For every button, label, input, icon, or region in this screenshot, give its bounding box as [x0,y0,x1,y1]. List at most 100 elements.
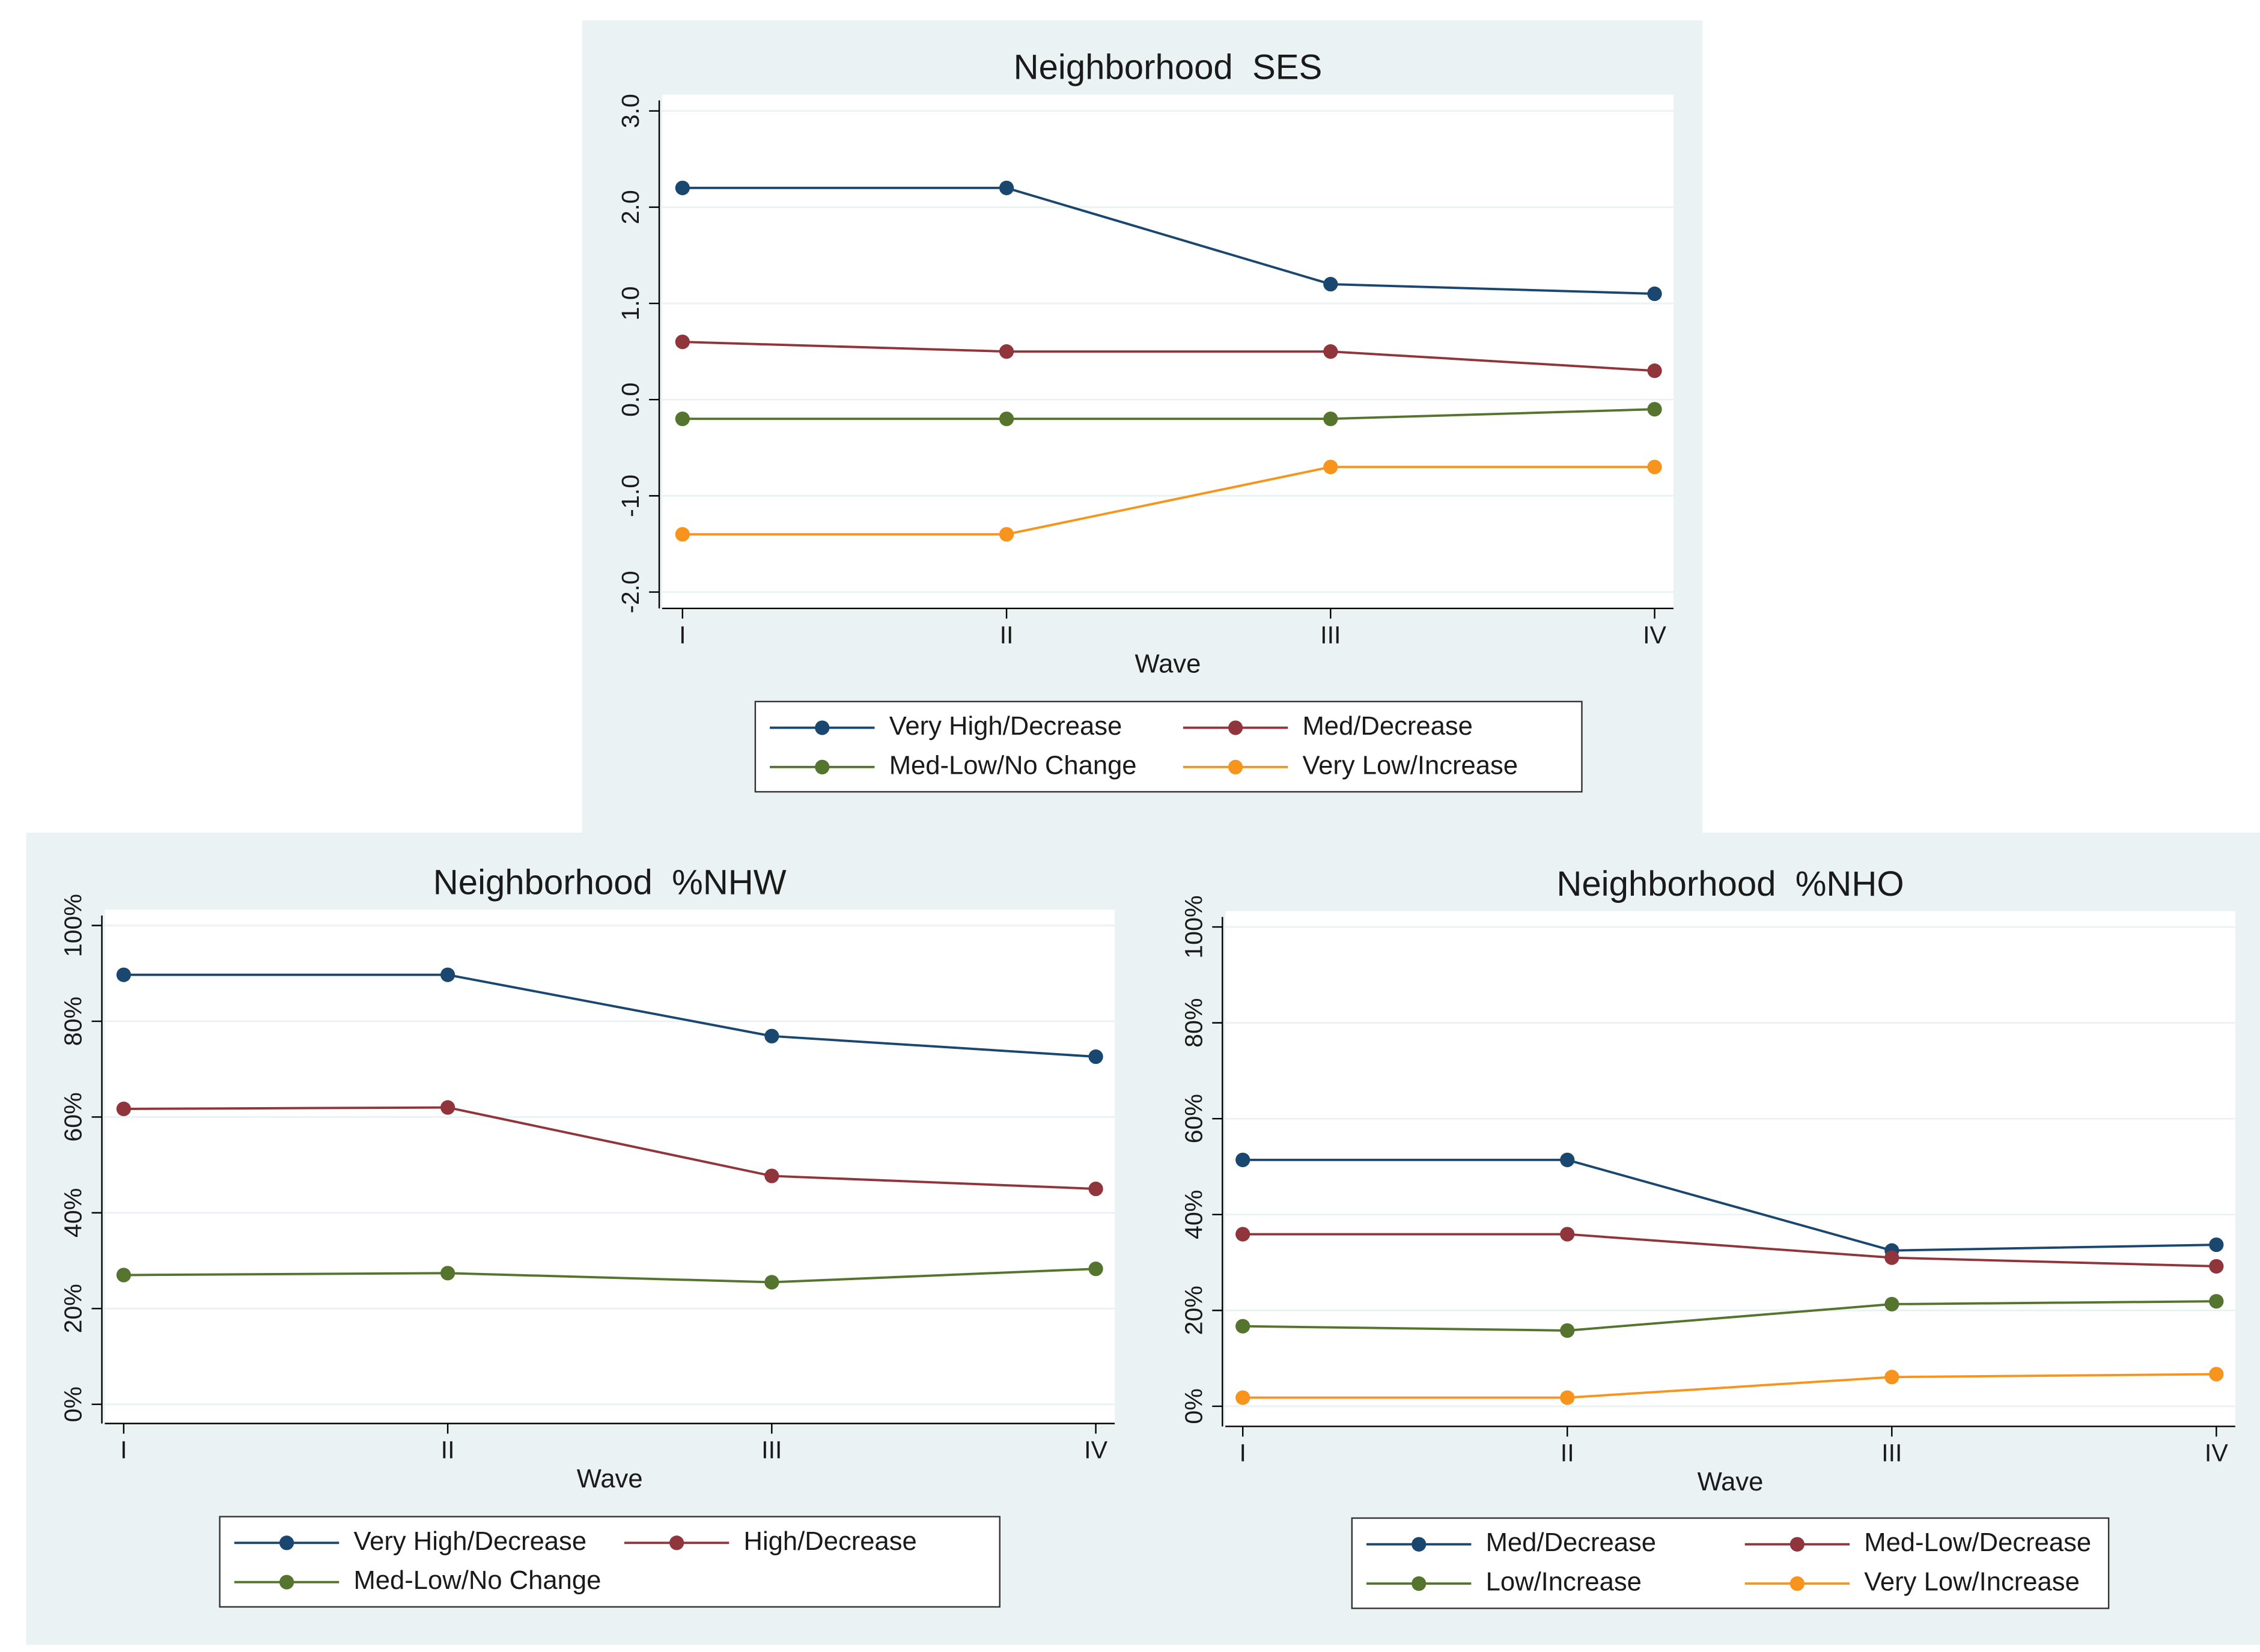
data-point [764,1028,779,1043]
legend-marker [1789,1576,1805,1591]
y-tick-label: -1.0 [617,475,644,517]
series-line [1243,1233,2217,1268]
y-tick-label: 0.0 [617,383,644,417]
data-point [440,1100,455,1115]
y-tick-label: 80% [59,997,87,1046]
x-tick-label: I [679,621,686,649]
y-tick-label: 80% [1180,998,1207,1047]
legend-label: Med/Decrease [1486,1528,1656,1557]
data-point [999,411,1014,427]
x-tick-label: II [441,1436,455,1464]
plot-area [105,910,1115,1424]
y-tick-label: 60% [59,1092,87,1141]
x-tick-label: II [1000,621,1014,649]
y-tick-label: 1.0 [617,286,644,320]
data-point [1560,1227,1575,1242]
plot-area [1225,911,2235,1427]
data-point [1884,1250,1899,1265]
y-tick-label: 40% [1180,1190,1207,1239]
x-axis-label: Wave [1698,1468,1764,1496]
series-line [123,973,1096,1058]
data-point [999,180,1014,195]
x-axis-label: Wave [1135,649,1201,678]
legend-label: Very Low/Increase [1302,751,1518,780]
x-tick-label: I [120,1436,127,1464]
legend-label: Very Low/Increase [1864,1568,2080,1597]
legend-marker [815,720,830,735]
data-point [440,967,455,982]
chart-title: Neighborhood SES [1014,48,1323,87]
data-point [764,1275,779,1290]
series-line [1243,1300,2217,1332]
data-point [1088,1049,1103,1064]
data-point [675,411,690,427]
legend-label: Med/Decrease [1302,712,1472,741]
y-tick-label: 100% [59,894,87,957]
y-tick-label: 2.0 [617,190,644,224]
series-line [123,1268,1096,1284]
data-point [1647,460,1662,475]
legend-marker [279,1535,294,1550]
legend-marker [669,1535,684,1550]
chart-title: Neighborhood %NHO [1556,864,1904,903]
x-tick-label: III [1320,621,1341,649]
data-point [1235,1319,1250,1334]
data-point [1088,1262,1103,1277]
x-tick-label: IV [1643,621,1666,649]
legend-label: Very High/Decrease [889,712,1122,741]
series-line [682,408,1655,421]
x-tick-label: I [1239,1439,1246,1467]
data-point [999,527,1014,542]
legend-marker [1789,1537,1805,1552]
series-line [123,1106,1096,1190]
y-tick-label: -2.0 [617,571,644,613]
chart-title: Neighborhood %NHW [433,863,787,902]
data-point [675,335,690,350]
legend-box [754,700,1583,793]
data-point [675,180,690,195]
data-point [764,1168,779,1183]
y-tick-label: 60% [1180,1094,1207,1143]
x-tick-label: III [1881,1439,1902,1467]
data-point [1560,1390,1575,1405]
data-point [1323,411,1338,427]
legend-label: High/Decrease [744,1527,917,1556]
data-point [1647,363,1662,378]
series-line [1243,1373,2217,1399]
data-point [440,1266,455,1281]
x-tick-label: II [1561,1439,1574,1467]
data-point [116,1268,131,1283]
data-point [116,1101,131,1117]
data-point [1235,1227,1250,1242]
legend-label: Med-Low/No Change [353,1566,601,1595]
y-tick-label: 20% [1180,1286,1207,1335]
legend-label: Med-Low/No Change [889,751,1137,780]
x-tick-label: IV [1084,1436,1107,1464]
y-tick-label: 0% [59,1386,87,1422]
data-point [2209,1367,2224,1382]
data-point [1235,1152,1250,1167]
series-line [682,186,1655,295]
legend-label: Low/Increase [1486,1568,1642,1597]
x-tick-label: IV [2205,1439,2228,1467]
legend-label: Very High/Decrease [353,1527,586,1556]
y-tick-label: 20% [59,1284,87,1333]
legend-marker [279,1575,294,1590]
data-point [675,527,690,542]
x-axis-label: Wave [577,1465,643,1493]
data-point [1560,1152,1575,1167]
legend-marker [1412,1537,1427,1552]
data-point [1323,276,1338,292]
data-point [1647,286,1662,302]
data-point [1088,1181,1103,1197]
y-tick-label: 3.0 [617,94,644,128]
y-tick-label: 100% [1180,895,1207,958]
data-point [2209,1259,2224,1274]
legend-label: Med-Low/Decrease [1864,1528,2091,1557]
series-line [682,466,1655,536]
data-point [1323,344,1338,359]
data-point [999,344,1014,359]
data-point [116,967,131,982]
